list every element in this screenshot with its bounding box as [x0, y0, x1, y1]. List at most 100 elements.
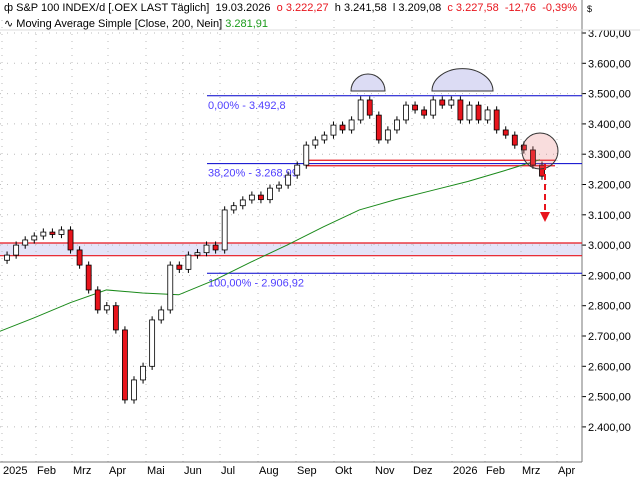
candle — [221, 209, 228, 251]
y-tick-label: 3.400,00 — [588, 119, 631, 131]
candle — [149, 319, 156, 367]
candle — [366, 99, 373, 116]
indicator-value: 3.281,91 — [225, 18, 269, 30]
candle — [394, 119, 400, 131]
x-tick-label: Mrz — [73, 465, 91, 477]
x-tick-label: Okt — [335, 465, 352, 477]
candle — [67, 229, 74, 251]
candle — [412, 104, 418, 111]
candle — [294, 164, 301, 176]
candle — [475, 104, 482, 121]
candle — [448, 99, 455, 106]
date: 19.03.2026 — [215, 2, 271, 14]
high-value: h 3.241,58 — [334, 2, 387, 14]
candle — [430, 99, 437, 116]
candle — [403, 104, 409, 121]
candle — [276, 184, 282, 189]
candle — [439, 99, 446, 106]
x-tick-label: Jul — [221, 465, 235, 477]
open-value: o 3.222,27 — [276, 2, 329, 14]
y-tick-label: 3.100,00 — [588, 210, 631, 222]
candle — [384, 129, 391, 141]
low-value: l 3.209,08 — [392, 2, 442, 14]
close-value: c 3.227,58 — [447, 2, 499, 14]
chart-header: ф S&P 100 INDEX/d [.OEX LAST Täglich] 19… — [4, 2, 577, 14]
candle — [203, 244, 210, 254]
change-pct: -0,39% — [542, 2, 578, 14]
y-tick-label: 2.400,00 — [588, 422, 631, 434]
indicator-legend: ∿ Moving Average Simple [Close, 200, Nei… — [4, 17, 268, 30]
moving-average-line — [0, 159, 541, 332]
candle — [239, 199, 246, 207]
candle — [493, 109, 500, 131]
candle — [375, 114, 382, 141]
candle — [22, 239, 29, 246]
candle — [502, 129, 509, 136]
fibonacci-label: 0,00% - 3.492,8 — [208, 100, 286, 112]
candle — [176, 264, 183, 270]
ma-icon: ∿ — [4, 18, 14, 30]
candle — [303, 144, 310, 166]
candle — [122, 329, 128, 401]
candle — [85, 264, 92, 291]
x-tick-label: Apr — [109, 465, 126, 477]
indicator-label: Moving Average Simple [Close, 200, Nein] — [16, 18, 223, 30]
candle — [258, 194, 264, 201]
candle — [339, 124, 346, 131]
candle — [31, 235, 38, 241]
x-tick-label: Mrz — [522, 465, 540, 477]
x-tick-label: Feb — [486, 465, 505, 477]
x-tick-label: 2026 — [453, 465, 477, 477]
y-tick-label: 2.700,00 — [588, 331, 631, 343]
candle-icon: ф — [4, 2, 14, 14]
support-zone — [0, 242, 582, 256]
candle — [103, 305, 110, 311]
x-tick-label: Apr — [558, 465, 575, 477]
candle — [112, 305, 119, 331]
top-arc — [431, 68, 494, 92]
candle — [185, 254, 192, 270]
candle — [267, 187, 273, 201]
symbol-title: S&P 100 INDEX/d [.OEX LAST Täglich] — [16, 2, 210, 14]
fibonacci-label: 38,20% - 3.268,99 — [208, 168, 298, 180]
candle — [94, 289, 101, 311]
candle — [285, 174, 292, 186]
candle — [140, 365, 146, 381]
candle — [312, 139, 319, 146]
x-tick-label: Feb — [37, 465, 56, 477]
candle — [58, 229, 65, 235]
breakdown-circle — [521, 132, 559, 170]
candle — [167, 264, 174, 311]
y-tick-label: 3.700,00 — [588, 28, 631, 40]
x-tick-label: 2025 — [3, 465, 27, 477]
top-arc — [350, 73, 386, 92]
candle — [49, 231, 56, 235]
candle — [421, 109, 428, 116]
candle — [457, 99, 464, 121]
candle — [40, 231, 47, 237]
y-tick-label: 2.900,00 — [588, 270, 631, 282]
y-tick-label: 3.000,00 — [588, 240, 631, 252]
y-tick-label: 3.200,00 — [588, 180, 631, 192]
candle — [248, 194, 255, 201]
y-tick-label: 2.500,00 — [588, 392, 631, 404]
y-tick-label: 3.300,00 — [588, 149, 631, 161]
candle — [76, 249, 83, 266]
x-tick-label: Mai — [147, 465, 165, 477]
currency-label: $ — [587, 4, 593, 14]
candle — [212, 244, 219, 251]
arrow-down-icon — [540, 212, 550, 222]
candle — [511, 134, 518, 146]
y-tick-label: 3.600,00 — [588, 58, 631, 70]
candle — [13, 244, 20, 256]
candle — [466, 104, 473, 121]
candle — [348, 119, 355, 131]
candle — [484, 109, 491, 121]
x-tick-label: Dez — [413, 465, 433, 477]
candle — [520, 144, 527, 151]
y-tick-label: 2.800,00 — [588, 301, 631, 313]
candle — [4, 254, 10, 261]
candle — [530, 149, 536, 166]
